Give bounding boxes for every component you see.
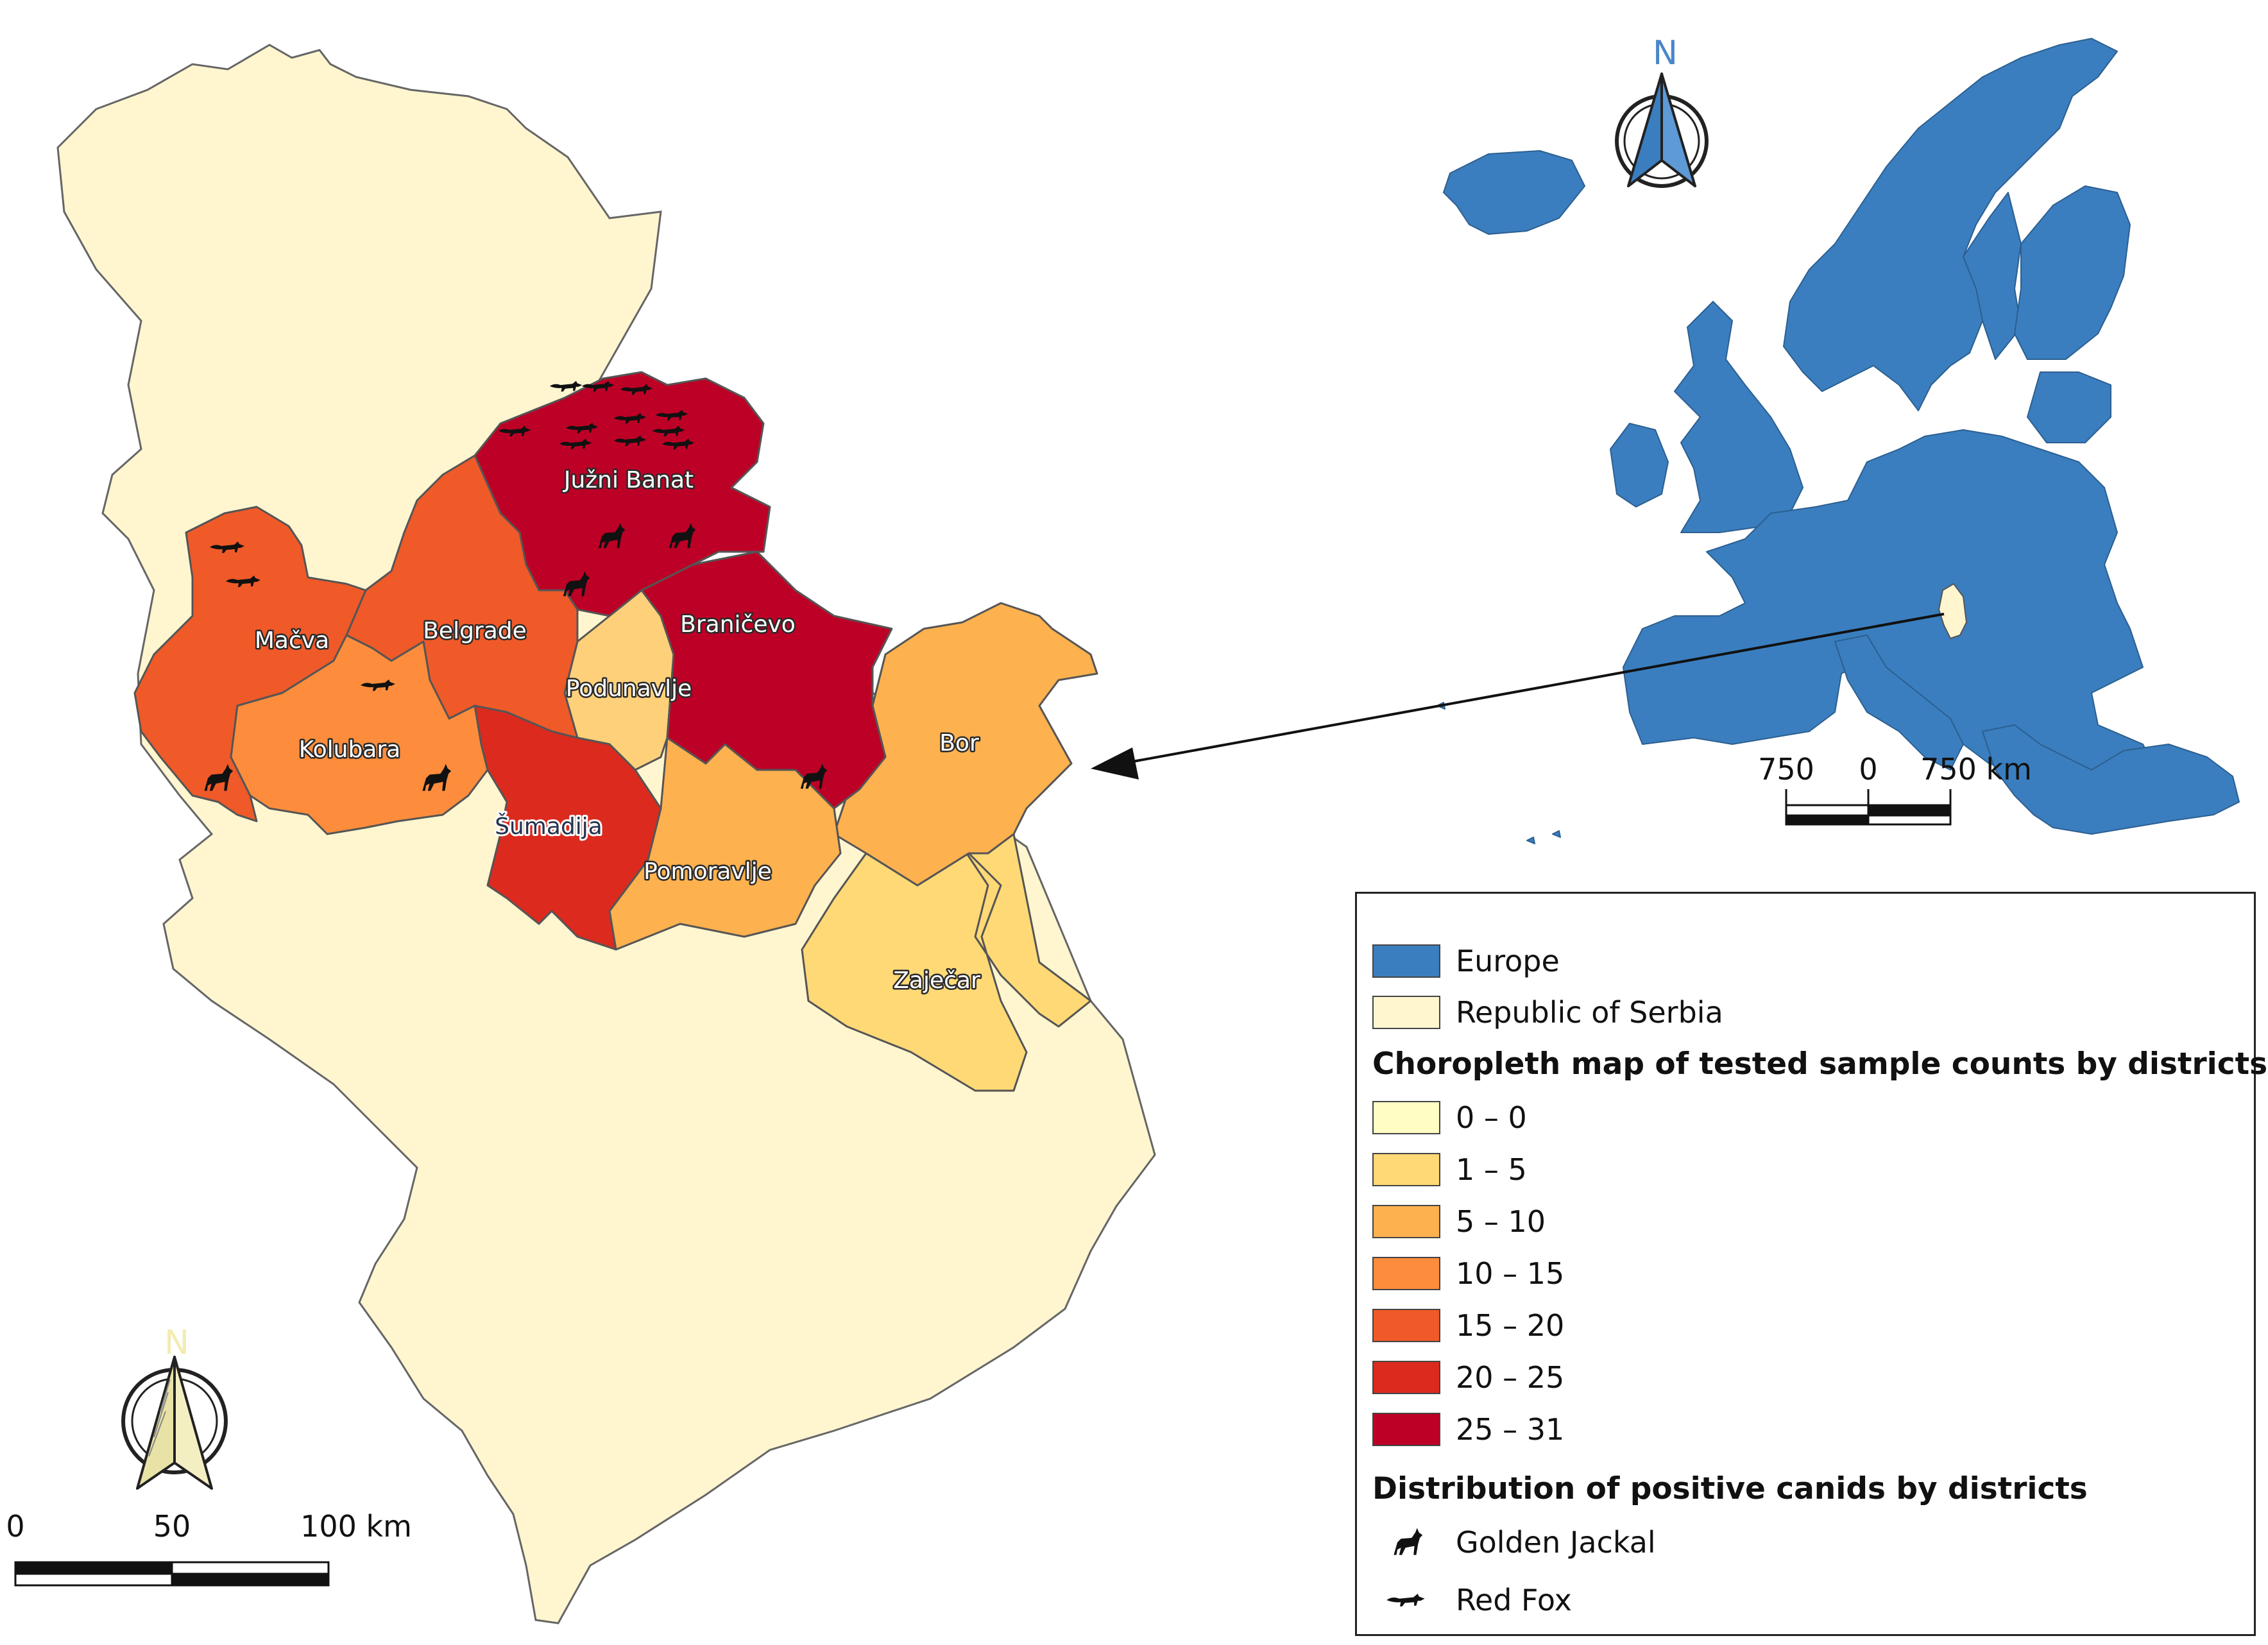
legend-class-swatch <box>1372 1413 1440 1446</box>
legend-red-fox-label: Red Fox <box>1456 1583 1572 1617</box>
label-kolubara: Kolubara <box>299 737 400 763</box>
district-sumadija <box>473 704 662 951</box>
north-letter-europe: N <box>1653 34 1678 72</box>
serbia-swatch <box>1372 996 1440 1029</box>
legend-class-swatch <box>1372 1361 1440 1394</box>
district-labels: Južni Banat Mačva Belgrade Braničevo Pod… <box>253 466 982 996</box>
district-branicevo <box>640 550 893 810</box>
scale-europe-mid: 0 <box>1859 752 1877 787</box>
scale-bar-serbia: 0 50 100 km <box>6 1509 412 1587</box>
label-juzni-banat: Južni Banat <box>563 467 694 493</box>
legend-class-row: 0 – 0 <box>1372 1099 1527 1136</box>
legend-class-row: 5 – 10 <box>1372 1203 1546 1240</box>
greece-turkey <box>1982 724 2240 835</box>
north-letter-serbia: N <box>164 1324 189 1362</box>
legend-canids-title: Distribution of positive canids by distr… <box>1372 1471 2088 1506</box>
legend-class-row: 1 – 5 <box>1372 1151 1527 1188</box>
ireland <box>1610 423 1669 507</box>
legend-class-swatch <box>1372 1257 1440 1290</box>
legend-class-label: 20 – 25 <box>1456 1360 1565 1395</box>
north-arrow-europe: N <box>1615 34 1709 188</box>
legend-class-swatch <box>1372 1101 1440 1134</box>
legend-class-swatch <box>1372 1205 1440 1238</box>
legend-class-row: 15 – 20 <box>1372 1307 1564 1344</box>
scale-serbia-right: 100 km <box>300 1509 412 1544</box>
legend: Europe Republic of Serbia Choropleth map… <box>1355 892 2267 1636</box>
district-bor <box>833 602 1098 887</box>
label-belgrade: Belgrade <box>423 618 527 644</box>
europe-inset <box>1437 38 2240 844</box>
europe-swatch <box>1372 944 1440 978</box>
legend-golden-jackal-label: Golden Jackal <box>1456 1525 1656 1560</box>
islands <box>1437 702 1561 844</box>
districts <box>133 371 1098 1092</box>
legend-class-row: 25 – 31 <box>1372 1411 1564 1448</box>
scale-bar-europe: 750 0 750 km <box>1758 752 2032 826</box>
scale-serbia-left: 0 <box>6 1509 24 1544</box>
legend-class-swatch <box>1372 1309 1440 1342</box>
legend-choropleth-title: Choropleth map of tested sample counts b… <box>1372 1046 2268 1082</box>
label-sumadija: Šumadija <box>495 813 602 840</box>
north-arrow-serbia: N <box>121 1324 228 1490</box>
district-kolubara <box>230 634 489 835</box>
legend-europe-label: Europe <box>1456 944 1560 978</box>
golden-jackal-icon <box>1372 1526 1440 1559</box>
legend-serbia-label: Republic of Serbia <box>1456 995 1723 1030</box>
legend-class-swatch <box>1372 1153 1440 1186</box>
label-bor: Bor <box>939 730 979 756</box>
scale-europe-right: 750 km <box>1920 752 2032 787</box>
scale-serbia-mid: 50 <box>153 1509 191 1544</box>
legend-class-row: 20 – 25 <box>1372 1359 1564 1396</box>
great-britain <box>1674 301 1803 533</box>
legend-class-label: 15 – 20 <box>1456 1308 1565 1343</box>
legend-golden-jackal: Golden Jackal <box>1372 1524 1656 1561</box>
legend-class-label: 5 – 10 <box>1456 1204 1546 1239</box>
legend-europe: Europe <box>1372 942 1560 980</box>
location-arrow <box>1091 613 1945 780</box>
legend-class-label: 1 – 5 <box>1456 1152 1527 1187</box>
label-branicevo: Braničevo <box>680 611 796 638</box>
label-pomoravlje: Pomoravlje <box>644 858 772 885</box>
italy <box>1834 635 1964 771</box>
legend-class-label: 10 – 15 <box>1456 1256 1565 1291</box>
red-fox-icon <box>1372 1583 1440 1617</box>
legend-class-label: 0 – 0 <box>1456 1100 1527 1135</box>
legend-class-label: 25 – 31 <box>1456 1412 1565 1447</box>
iceland <box>1443 150 1585 235</box>
legend-red-fox: Red Fox <box>1372 1581 1572 1619</box>
finland-baltics <box>2014 185 2131 443</box>
legend-class-row: 10 – 15 <box>1372 1255 1564 1292</box>
label-macva: Mačva <box>255 627 329 654</box>
legend-serbia: Republic of Serbia <box>1372 994 1723 1031</box>
label-zajecar: Zaječar <box>893 967 980 994</box>
scale-europe-left: 750 <box>1758 752 1814 787</box>
label-podunavlje: Podunavlje <box>566 676 692 702</box>
